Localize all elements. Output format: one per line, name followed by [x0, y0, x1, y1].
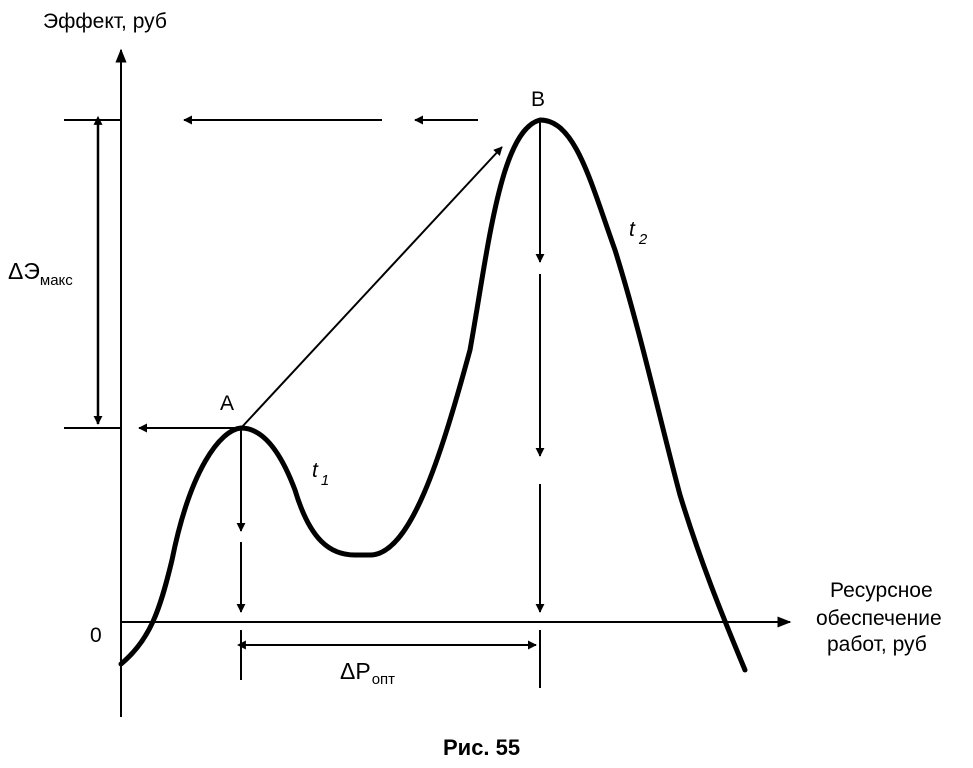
x-axis-label-line3: работ, руб [827, 633, 927, 656]
figure-caption: Рис. 55 [443, 735, 520, 760]
transition-arrow [240, 146, 503, 429]
point-a-label: A [220, 392, 234, 415]
x-axis-label-line1: Ресурсное [830, 579, 933, 602]
delta-e-label: ΔЭмакс [8, 258, 73, 289]
point-b-label: B [531, 88, 545, 111]
y-axis-label: Эффект, руб [43, 10, 167, 33]
delta-p-label: ΔPопт [340, 658, 395, 688]
effect-curve [118, 117, 748, 673]
origin-label: 0 [90, 624, 102, 647]
x-axis-label-line2: обеспечение [816, 607, 942, 630]
